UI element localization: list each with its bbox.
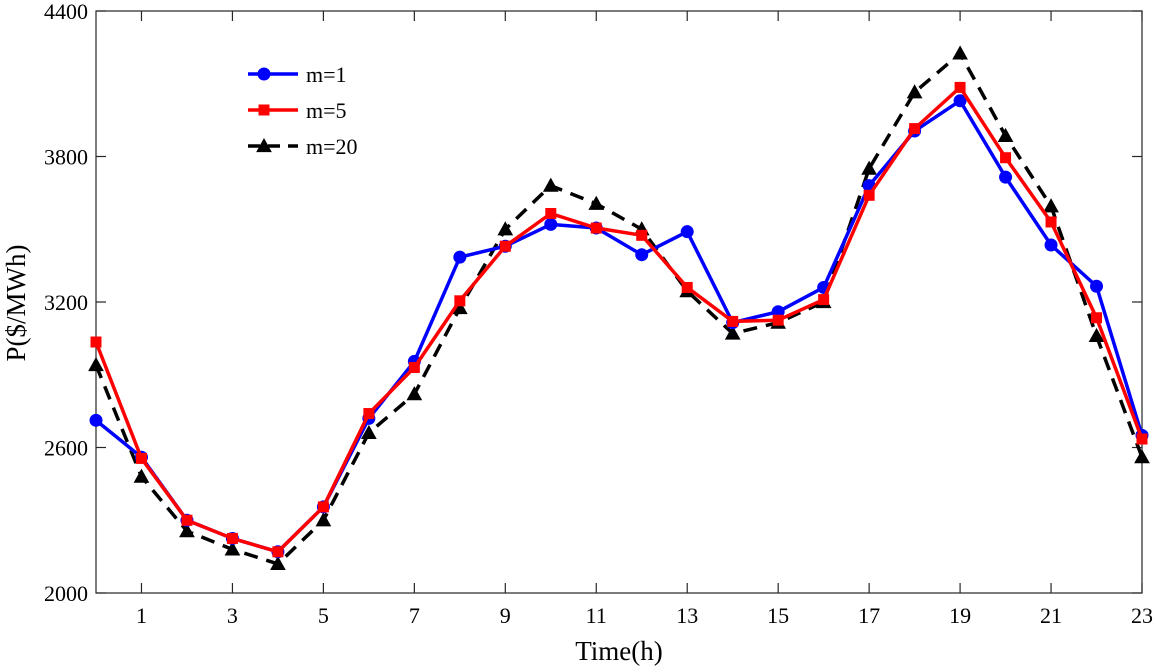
legend-marker bbox=[257, 67, 271, 81]
series-m=20 bbox=[88, 45, 1150, 570]
data-point bbox=[1043, 198, 1059, 213]
data-point bbox=[542, 177, 559, 192]
legend: m=1 m=5 m=20 bbox=[248, 62, 358, 159]
series-m=5 bbox=[90, 81, 1148, 558]
data-point bbox=[181, 514, 193, 526]
data-point bbox=[89, 413, 103, 427]
x-tick-label: 1 bbox=[136, 603, 147, 628]
y-tick-label: 3800 bbox=[44, 145, 88, 170]
legend-marker bbox=[256, 137, 272, 153]
data-point bbox=[952, 45, 968, 60]
data-point bbox=[1136, 433, 1148, 445]
data-point bbox=[818, 294, 830, 306]
data-point bbox=[1090, 279, 1104, 293]
data-point bbox=[361, 424, 377, 440]
data-point bbox=[1000, 152, 1012, 164]
x-tick-label: 5 bbox=[318, 603, 329, 628]
data-point bbox=[224, 541, 241, 556]
data-point bbox=[408, 361, 420, 373]
legend-label: m=20 bbox=[306, 134, 358, 159]
data-point bbox=[1088, 327, 1105, 343]
data-point bbox=[772, 314, 784, 326]
data-point bbox=[997, 127, 1014, 142]
data-point bbox=[545, 207, 557, 219]
data-point bbox=[1091, 312, 1103, 324]
x-tick-label: 9 bbox=[500, 603, 511, 628]
data-point bbox=[88, 357, 104, 372]
data-point bbox=[953, 94, 967, 108]
x-axis-label: Time(h) bbox=[575, 636, 663, 666]
data-point bbox=[999, 170, 1013, 184]
data-point bbox=[315, 512, 332, 527]
data-point bbox=[135, 452, 147, 464]
legend-label: m=1 bbox=[306, 62, 347, 87]
data-point bbox=[499, 240, 511, 252]
y-tick-label: 2000 bbox=[44, 581, 88, 606]
data-point bbox=[544, 217, 558, 231]
data-point bbox=[317, 501, 329, 513]
data-point bbox=[270, 555, 286, 570]
data-point bbox=[635, 248, 649, 262]
data-point bbox=[1045, 216, 1057, 228]
x-tick-label: 19 bbox=[949, 603, 971, 628]
data-point bbox=[906, 84, 923, 99]
data-point bbox=[133, 468, 150, 483]
x-tick-label: 11 bbox=[586, 603, 607, 628]
data-point bbox=[1134, 449, 1150, 464]
series-line bbox=[94, 51, 1144, 566]
data-point bbox=[724, 325, 741, 340]
x-tick-label: 13 bbox=[676, 603, 698, 628]
data-point bbox=[406, 386, 423, 401]
x-tick-label: 21 bbox=[1040, 603, 1062, 628]
data-point bbox=[90, 336, 102, 348]
data-point bbox=[680, 225, 694, 239]
y-tick-label: 2600 bbox=[44, 436, 88, 461]
data-point bbox=[497, 221, 514, 236]
y-axis-label: P($/MWh) bbox=[1, 245, 31, 362]
x-tick-label: 23 bbox=[1131, 603, 1153, 628]
x-tick-label: 7 bbox=[409, 603, 420, 628]
data-point bbox=[1044, 238, 1058, 252]
data-point bbox=[453, 250, 467, 264]
data-point bbox=[272, 546, 284, 558]
x-tick-label: 15 bbox=[767, 603, 789, 628]
data-point bbox=[454, 295, 466, 307]
data-point bbox=[226, 532, 238, 544]
data-point bbox=[179, 523, 195, 538]
y-tick-label: 3200 bbox=[44, 290, 88, 315]
data-point bbox=[636, 229, 648, 241]
data-point bbox=[681, 281, 693, 293]
data-point bbox=[727, 315, 739, 327]
data-point bbox=[861, 160, 877, 175]
series-line bbox=[94, 98, 1144, 554]
data-point bbox=[909, 123, 921, 135]
data-point bbox=[863, 189, 875, 201]
series-layer bbox=[88, 45, 1150, 570]
series-m=1 bbox=[89, 94, 1149, 559]
x-tick-label: 17 bbox=[858, 603, 880, 628]
data-point bbox=[954, 81, 966, 93]
legend-label: m=5 bbox=[306, 98, 347, 123]
data-point bbox=[363, 408, 375, 420]
y-tick-label: 4400 bbox=[44, 0, 88, 24]
series-line bbox=[94, 85, 1144, 554]
data-point bbox=[588, 195, 605, 210]
x-tick-label: 3 bbox=[227, 603, 238, 628]
data-point bbox=[590, 222, 602, 234]
legend-marker bbox=[258, 104, 270, 116]
